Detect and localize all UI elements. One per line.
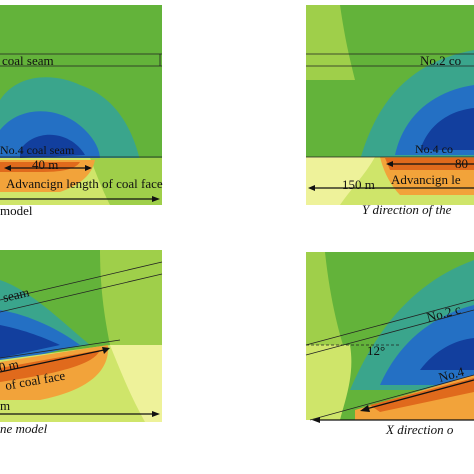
panel-bottom-left: seam 0 m of coal face m ne model <box>0 250 163 436</box>
arrow-head <box>386 161 393 167</box>
stress-zone-dark-orange <box>0 350 100 382</box>
seam-label: No.2 co <box>420 53 461 68</box>
seam-label: coal seam <box>2 53 54 68</box>
upper-seam-line <box>305 299 474 346</box>
panel-caption: ne model <box>0 421 48 436</box>
advance-label: Advancign length of coal face <box>6 176 163 191</box>
arrow-head <box>102 347 110 354</box>
dimension-arrow <box>0 349 105 373</box>
panel-top-right: No.2 co No.4 co 80 Advancign le 150 m Y … <box>306 5 474 217</box>
advance-label: Advancign le <box>391 172 461 187</box>
arrow-head <box>312 417 320 423</box>
seam4-label: No.4 coal seam <box>0 143 75 157</box>
stress-zone-dark-orange <box>0 162 80 172</box>
lower-seam-line <box>309 374 474 421</box>
width-label: 150 m <box>342 177 375 192</box>
arrow-head <box>308 185 315 191</box>
stress-zone-dark-blue <box>420 108 474 150</box>
stress-zone-light-green <box>90 158 162 205</box>
stress-zone-pale-yellow <box>306 157 375 205</box>
panel-top-left: coal seam No.4 coal seam 40 m Advancign … <box>0 5 163 218</box>
arrow-head <box>152 196 160 202</box>
dimension-label: 80 <box>455 156 468 171</box>
upper-seam-line <box>0 261 163 301</box>
upper-seam-line <box>305 309 474 356</box>
stress-zone-light-green <box>100 250 162 345</box>
panel-caption: X direction o <box>385 422 454 437</box>
stress-zone-light-green <box>306 252 350 365</box>
dimension-label: 40 m <box>32 157 58 172</box>
lower-seam-line <box>0 339 121 359</box>
angle-label: 12° <box>367 343 385 358</box>
stress-zone-light-green <box>306 5 355 80</box>
stress-zone-dark-blue <box>0 325 60 358</box>
arrow-head <box>85 165 92 171</box>
dimension-arrow <box>365 379 474 410</box>
stress-zone-pale-yellow <box>110 345 162 422</box>
arrow-head <box>152 411 160 417</box>
width-label: m <box>0 398 10 413</box>
panel-bottom-right: No.2 c 12° No.4 X direction o <box>305 252 474 437</box>
seam-label: seam <box>1 284 30 305</box>
stress-zone-dark-blue <box>20 134 85 158</box>
arrow-head <box>4 165 11 171</box>
panel-caption: model <box>0 203 33 218</box>
arrow-head <box>360 405 370 412</box>
upper-seam-line <box>0 273 163 313</box>
seam4-label: No.4 co <box>415 142 453 156</box>
seam4-label: No.4 <box>437 364 466 385</box>
stress-zone-yellow <box>306 345 352 420</box>
panel-caption: Y direction of the <box>362 202 452 217</box>
dimension-label: 0 m <box>0 356 20 375</box>
stress-zone-dark-blue <box>420 338 474 370</box>
